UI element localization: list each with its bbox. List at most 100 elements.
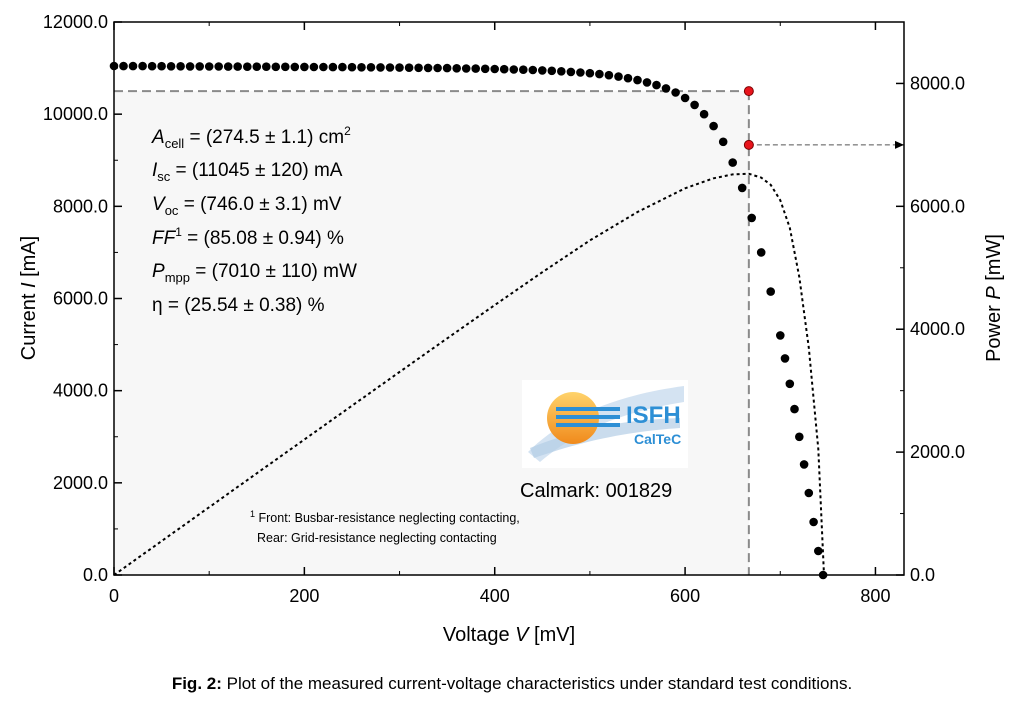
iv-point — [633, 75, 642, 85]
iv-point — [271, 62, 281, 72]
y-tick-label: 4000.0 — [53, 381, 108, 401]
iv-point — [528, 65, 538, 75]
iv-point — [642, 78, 652, 87]
iv-point — [747, 213, 756, 223]
iv-point — [328, 62, 338, 72]
iv-point — [204, 62, 214, 71]
footnote-line-2: Rear: Grid-resistance neglecting contact… — [257, 531, 497, 545]
iv-point — [414, 63, 423, 73]
y2-axis-title: Power P [mW] — [983, 234, 1005, 362]
iv-point — [804, 488, 814, 498]
iv-point — [547, 66, 557, 76]
x-tick-label: 400 — [480, 586, 510, 606]
iv-point — [243, 62, 252, 71]
iv-point — [623, 73, 633, 83]
iv-point — [461, 64, 471, 73]
iv-point — [519, 65, 528, 74]
y-tick-label: 10000.0 — [43, 104, 108, 124]
iv-point — [780, 354, 790, 363]
iv-point — [252, 62, 262, 71]
iv-point — [223, 62, 233, 71]
iv-point — [319, 62, 328, 72]
iv-point — [814, 546, 823, 556]
iv-point — [366, 63, 376, 72]
y2-tick-label: 8000.0 — [910, 73, 965, 93]
iv-point — [699, 109, 709, 119]
iv-point — [728, 158, 737, 167]
x-tick-label: 200 — [289, 586, 319, 606]
iv-point — [799, 460, 809, 469]
iv-point — [195, 62, 204, 71]
iv-point — [290, 62, 300, 72]
iv-point — [452, 64, 462, 73]
iv-point — [718, 137, 728, 147]
iv-point — [490, 64, 500, 74]
iv-point — [595, 69, 604, 79]
iv-point — [499, 64, 509, 74]
x-tick-label: 800 — [860, 586, 890, 606]
iv-point — [119, 61, 128, 71]
iv-point — [138, 61, 147, 71]
iv-point — [423, 63, 433, 73]
iv-point — [652, 80, 661, 90]
x-tick-label: 0 — [109, 586, 119, 606]
caption-label: Fig. 2: — [171, 674, 222, 693]
iv-point — [566, 67, 576, 77]
iv-point — [557, 67, 566, 76]
iv-point — [576, 68, 585, 77]
iv-point — [671, 88, 680, 97]
iv-point — [128, 61, 138, 71]
iv-point — [737, 183, 747, 193]
y2-tick-label: 0.0 — [910, 565, 935, 585]
iv-point — [281, 62, 290, 72]
y2-tick-label: 2000.0 — [910, 442, 965, 462]
iv-point — [795, 432, 804, 442]
calmark-label: Calmark: 001829 — [520, 480, 672, 502]
iv-point — [690, 100, 699, 110]
iv-point — [471, 64, 481, 73]
iv-point — [376, 63, 385, 72]
iv-point — [661, 84, 671, 93]
iv-point — [347, 62, 357, 72]
power-curve — [114, 172, 825, 575]
iv-point — [309, 62, 319, 72]
iv-point — [785, 379, 795, 389]
y2-tick-label: 4000.0 — [910, 319, 965, 339]
iv-point — [176, 62, 185, 71]
iv-point — [157, 61, 166, 71]
iv-point — [538, 66, 547, 75]
x-axis-title: Voltage V [mV] — [443, 624, 575, 646]
footnote-line-1: 1 Front: Busbar-resistance neglecting co… — [250, 509, 520, 525]
iv-point — [680, 93, 690, 103]
iv-point — [185, 62, 195, 71]
param-area: Acell = (274.5 ± 1.1) cm2 — [151, 124, 351, 151]
axis-tick-labels: 0 200 400 600 8000.02000.04000.06000.08000.0… — [43, 12, 965, 606]
y-axis-title: Current I [mA] — [18, 236, 40, 360]
y-tick-label: 2000.0 — [53, 473, 108, 493]
iv-point — [509, 65, 519, 74]
iv-point — [214, 62, 223, 71]
iv-point — [766, 287, 775, 296]
y-tick-label: 0.0 — [83, 565, 108, 585]
y-tick-label: 12000.0 — [43, 12, 108, 32]
isfh-caltec-logo: ISFH CalTeC — [522, 380, 688, 468]
iv-point — [790, 404, 799, 414]
iv-point — [776, 331, 785, 340]
iv-point — [604, 70, 614, 80]
param-efficiency: η = (25.54 ± 0.38) % — [152, 295, 325, 316]
iv-point — [338, 62, 347, 72]
logo-isfh-text: ISFH — [626, 402, 681, 429]
y-tick-label: 8000.0 — [53, 196, 108, 216]
param-pmpp: Pmpp = (7010 ± 110) mW — [152, 261, 357, 285]
iv-point — [395, 63, 404, 72]
logo-caltec-text: CalTeC — [634, 431, 681, 447]
cell-parameters: Acell = (274.5 ± 1.1) cm2 Isc = (11045 ±… — [151, 124, 357, 316]
iv-point — [166, 62, 176, 71]
param-isc: Isc = (11045 ± 120) mA — [152, 160, 343, 184]
y-tick-label: 6000.0 — [53, 289, 108, 309]
param-ff: FF1 = (85.08 ± 0.94) % — [152, 225, 344, 249]
mpp-area-shading — [114, 91, 749, 575]
iv-point — [404, 63, 414, 72]
axis-ticks — [113, 21, 904, 576]
